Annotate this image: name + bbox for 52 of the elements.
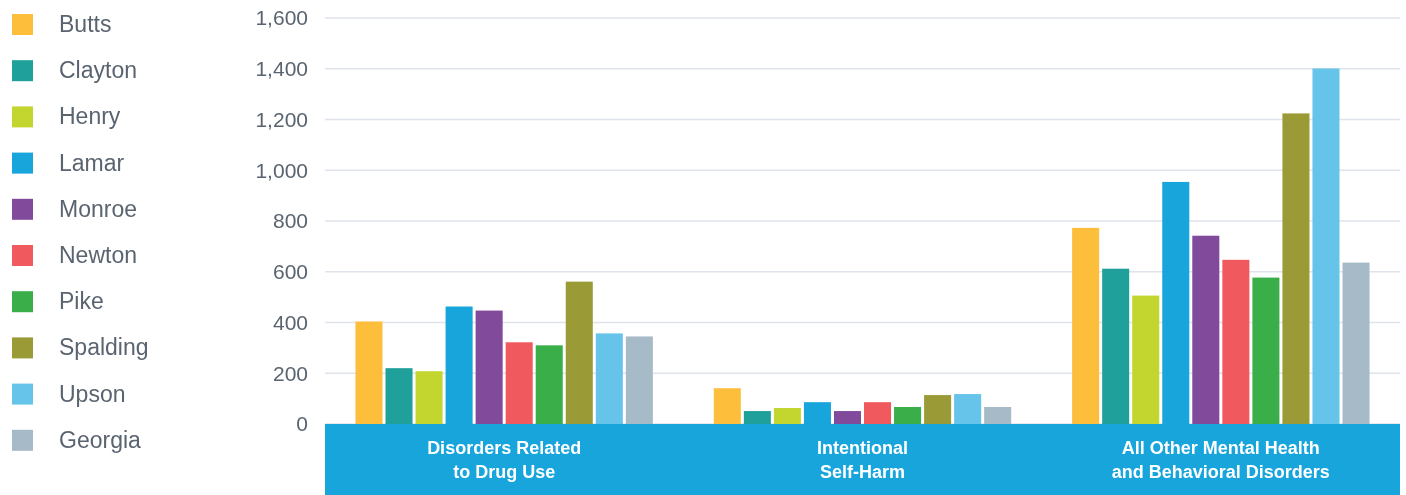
bar <box>1192 235 1220 424</box>
bar <box>833 411 861 424</box>
y-tick-label: 600 <box>272 260 308 284</box>
bar <box>1312 68 1340 424</box>
bar <box>535 345 563 424</box>
bar <box>954 394 982 424</box>
bar <box>385 368 413 424</box>
legend-label: Georgia <box>59 426 142 453</box>
bar <box>475 310 503 424</box>
legend-label: Monroe <box>59 195 137 222</box>
bar <box>713 388 741 424</box>
y-tick-label: 0 <box>296 412 308 436</box>
bar <box>803 402 831 424</box>
bar <box>1252 277 1280 424</box>
bar <box>625 336 653 424</box>
legend-label: Spalding <box>59 334 149 361</box>
bar <box>1162 181 1190 424</box>
y-tick-label: 1,600 <box>255 6 308 30</box>
y-tick-label: 200 <box>272 361 308 385</box>
bar <box>1222 259 1250 424</box>
bar <box>894 407 922 424</box>
bar <box>1342 262 1370 424</box>
bar <box>1132 295 1160 424</box>
y-tick-label: 1,400 <box>255 57 308 81</box>
bar <box>743 411 771 424</box>
y-tick-label: 1,000 <box>255 158 308 182</box>
bar <box>1072 227 1100 424</box>
bar <box>1282 113 1310 424</box>
x-tick-label: Disorders Related to Drug Use <box>427 438 582 482</box>
legend-label: Newton <box>59 242 137 269</box>
bar <box>565 281 593 424</box>
legend-label: Henry <box>59 103 121 130</box>
bar <box>984 407 1012 424</box>
bar <box>415 371 443 424</box>
legend-label: Butts <box>59 11 112 38</box>
bar <box>1102 268 1130 424</box>
bar <box>355 321 383 424</box>
bar <box>864 402 892 424</box>
x-tick-label: Intentional Self-Harm <box>817 438 908 482</box>
legend-label: Lamar <box>59 149 125 176</box>
bar <box>924 395 952 424</box>
legend-label: Clayton <box>59 57 137 84</box>
y-tick-label: 400 <box>272 310 308 334</box>
bar <box>505 342 533 424</box>
bar <box>595 333 623 424</box>
bar <box>773 408 801 424</box>
legend-label: Pike <box>59 288 104 315</box>
legend-label: Upson <box>59 380 126 407</box>
y-tick-label: 800 <box>272 209 308 233</box>
y-tick-label: 1,200 <box>255 107 308 131</box>
x-tick-label: All Other Mental Health and Behavioral Disorders <box>1111 438 1330 482</box>
bar <box>445 306 473 424</box>
